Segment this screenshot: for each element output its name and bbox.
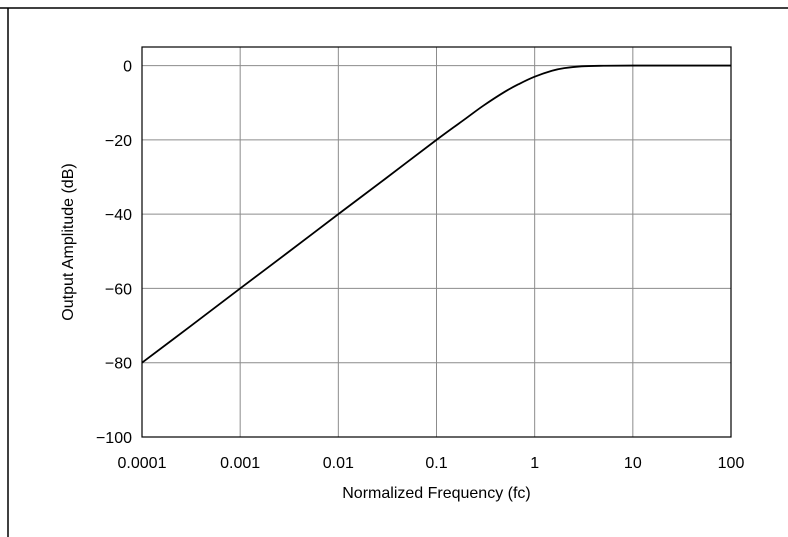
y-tick-label: −80	[105, 356, 132, 373]
y-tick-label: −100	[96, 430, 132, 447]
x-tick-label: 0.01	[323, 455, 354, 472]
y-tick-label: −20	[105, 133, 132, 150]
series-line	[141, 64, 731, 364]
x-tick-label: 0.1	[425, 455, 447, 472]
plot-area: 0.0001 0.001 0.01 0.1 1 10 100 0 −20 −40 −60 −80 −10…	[96, 46, 745, 472]
y-tick-label: −40	[105, 207, 132, 224]
x-tick-label: 0.001	[220, 455, 260, 472]
x-axis-title: Normalized Frequency (fc)	[342, 485, 531, 502]
y-axis-title: Output Amplitude (dB)	[60, 163, 77, 320]
x-tick-label: 10	[624, 455, 642, 472]
y-tick-label: −60	[105, 281, 132, 298]
x-tick-label: 1	[530, 455, 539, 472]
y-tick-label: 0	[123, 59, 132, 76]
x-tick-label: 100	[718, 455, 745, 472]
plot-border	[141, 46, 732, 438]
x-tick-label: 0.0001	[118, 455, 167, 472]
